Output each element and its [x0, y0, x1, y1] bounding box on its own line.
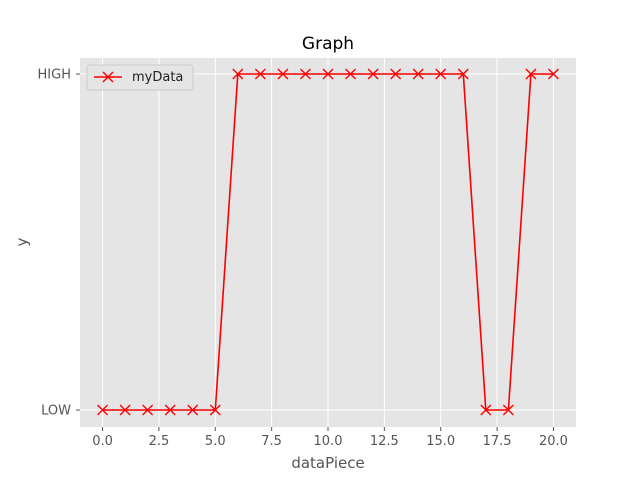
marker-stroke: [345, 68, 357, 80]
data-point-marker: [142, 404, 154, 416]
data-point-marker: [254, 68, 266, 80]
marker-stroke: [254, 68, 266, 80]
marker-stroke: [209, 404, 221, 416]
legend-label-mydata: myData: [132, 70, 183, 85]
marker-stroke: [97, 404, 109, 416]
y-axis-label: y: [13, 237, 31, 246]
marker-stroke: [142, 404, 154, 416]
x-tick-label: 10.0: [314, 434, 343, 449]
data-point-marker: [345, 68, 357, 80]
legend-marker-icon: [102, 71, 114, 83]
data-point-marker: [164, 404, 176, 416]
marker-stroke: [232, 68, 244, 80]
y-tick-label: HIGH: [38, 68, 71, 83]
x-tick-label: 7.5: [261, 434, 282, 449]
marker-stroke: [547, 68, 559, 80]
marker-stroke: [435, 68, 447, 80]
data-point-marker: [232, 68, 244, 80]
x-tick-label: 15.0: [426, 434, 455, 449]
marker-stroke: [277, 68, 289, 80]
legend-box: [86, 64, 194, 91]
marker-stroke: [457, 68, 469, 80]
data-point-marker: [480, 404, 492, 416]
data-point-marker: [119, 404, 131, 416]
data-point-marker: [390, 68, 402, 80]
x-axis-label: dataPiece: [291, 454, 364, 472]
data-point-marker: [209, 404, 221, 416]
marker-stroke: [525, 68, 537, 80]
marker-stroke: [119, 404, 131, 416]
x-tick-label: 12.5: [370, 434, 399, 449]
legend: myData: [86, 64, 194, 91]
marker-stroke: [502, 404, 514, 416]
data-point-marker: [277, 68, 289, 80]
series-layer: [97, 68, 559, 416]
data-point-marker: [97, 404, 109, 416]
data-point-marker: [412, 68, 424, 80]
y-tick-label: LOW: [41, 404, 71, 419]
x-axis-ticks: 0.0 2.5 5.0 7.5 10.0 12.5 15.0 17.5 20.0: [92, 427, 568, 449]
data-point-marker: [547, 68, 559, 80]
x-tick-label: 0.0: [92, 434, 113, 449]
data-point-marker: [299, 68, 311, 80]
chart-title: Graph: [302, 34, 354, 54]
marker-stroke: [480, 404, 492, 416]
x-tick-label: 17.5: [483, 434, 512, 449]
marker-stroke: [367, 68, 379, 80]
marker-stroke: [299, 68, 311, 80]
y-axis-ticks: LOW HIGH: [38, 68, 80, 419]
data-point-marker: [367, 68, 379, 80]
data-point-marker: [525, 68, 537, 80]
data-point-marker: [457, 68, 469, 80]
marker-stroke: [412, 68, 424, 80]
data-point-marker: [502, 404, 514, 416]
data-point-marker: [322, 68, 334, 80]
data-point-marker: [187, 404, 199, 416]
x-tick-label: 20.0: [539, 434, 568, 449]
x-tick-label: 2.5: [149, 434, 170, 449]
marker-stroke: [187, 404, 199, 416]
x-tick-label: 5.0: [205, 434, 226, 449]
data-point-marker: [435, 68, 447, 80]
marker-stroke: [164, 404, 176, 416]
marker-stroke: [322, 68, 334, 80]
marker-stroke: [390, 68, 402, 80]
